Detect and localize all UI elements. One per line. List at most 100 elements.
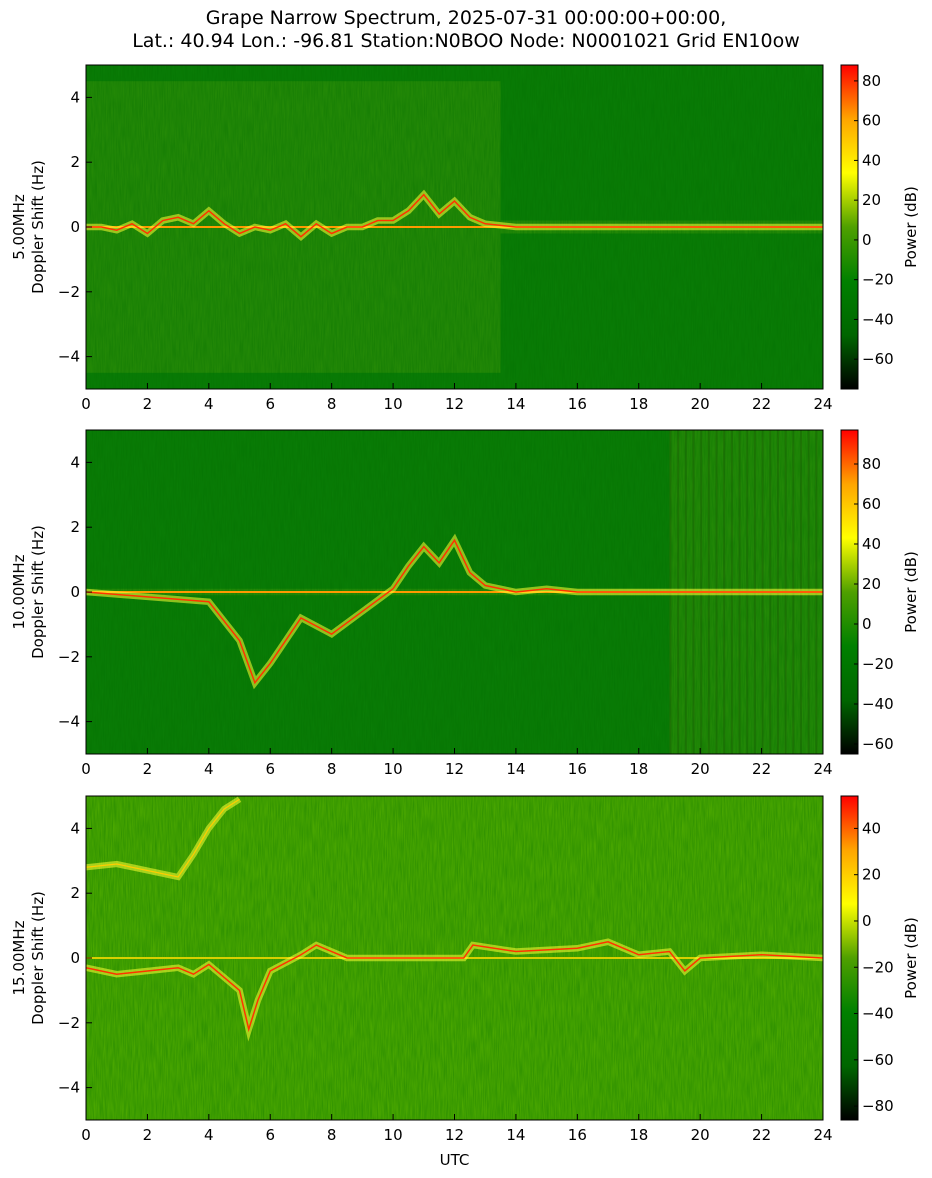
y-tick-label: −2 (58, 283, 80, 301)
colorbar-tick-label: −40 (862, 695, 894, 713)
colorbar-tick-label: −60 (862, 1051, 894, 1069)
x-tick-label: 6 (265, 760, 275, 778)
x-tick-label: 0 (81, 760, 91, 778)
x-tick-label: 16 (568, 1126, 587, 1144)
doppler-trace (85, 941, 824, 1033)
x-tick-label: 20 (691, 760, 710, 778)
x-tick-label: 20 (691, 395, 710, 413)
colorbar-tick-label: −20 (862, 958, 894, 976)
doppler-trace (86, 193, 823, 238)
x-tick-label: 10 (384, 760, 403, 778)
colorbar-tick-label: −40 (862, 310, 894, 328)
x-tick-label: 16 (568, 395, 587, 413)
y-tick-label: −2 (58, 648, 80, 666)
x-tick-label: 24 (813, 1126, 832, 1144)
x-tick-label: 18 (629, 395, 648, 413)
colorbar-tick-label: −60 (862, 735, 894, 753)
y-tick-label: 0 (70, 583, 80, 601)
colorbar-label: Power (dB) (902, 551, 920, 633)
band-label: 5.00MHz (10, 194, 28, 260)
colorbar-label: Power (dB) (902, 917, 920, 999)
colorbar-tick-label: −20 (862, 271, 894, 289)
y-tick-label: 0 (70, 949, 80, 967)
x-tick-label: 2 (143, 760, 153, 778)
x-tick-label: 10 (384, 1126, 403, 1144)
doppler-trace (85, 538, 823, 685)
colorbar-tick-label: 80 (862, 455, 881, 473)
y-tick-label: 2 (70, 153, 80, 171)
x-tick-label: 4 (204, 1126, 214, 1144)
colorbar-tick-label: 0 (862, 231, 872, 249)
colorbar-tick-label: 60 (862, 495, 881, 513)
colorbar-tick-label: 20 (862, 575, 881, 593)
x-tick-label: 8 (327, 1126, 337, 1144)
x-tick-label: 2 (143, 395, 153, 413)
figure-title-line-2: Lat.: 40.94 Lon.: -96.81 Station:N0BOO N… (132, 30, 800, 52)
x-tick-label: 14 (506, 395, 525, 413)
x-tick-label: 16 (568, 760, 587, 778)
figure-title-line-1: Grape Narrow Spectrum, 2025-07-31 00:00:… (205, 7, 727, 29)
x-tick-label: 20 (691, 1126, 710, 1144)
y-tick-label: 2 (70, 884, 80, 902)
x-tick-label: 10 (384, 395, 403, 413)
y-axis-label: Doppler Shift (Hz) (29, 160, 47, 294)
x-tick-label: 24 (813, 395, 832, 413)
x-tick-label: 6 (265, 1126, 275, 1144)
colorbar-tick-label: 20 (862, 866, 881, 884)
colorbar-tick-label: 40 (862, 535, 881, 553)
x-tick-label: 22 (752, 395, 771, 413)
colorbar-label: Power (dB) (902, 186, 920, 268)
x-tick-label: 14 (506, 760, 525, 778)
x-tick-label: 22 (752, 760, 771, 778)
colorbar (840, 64, 859, 390)
y-axis-label: Doppler Shift (Hz) (29, 891, 47, 1025)
x-tick-label: 22 (752, 1126, 771, 1144)
x-tick-label: 12 (445, 760, 464, 778)
colorbar-tick-label: −80 (862, 1097, 894, 1115)
colorbar-tick-label: 40 (862, 151, 881, 169)
secondary-doppler-trace (85, 798, 240, 878)
colorbar (840, 795, 859, 1121)
x-axis-label: UTC (440, 1151, 470, 1169)
colorbar-tick-label: −40 (862, 1005, 894, 1023)
x-tick-label: 8 (327, 760, 337, 778)
y-tick-label: 2 (70, 518, 80, 536)
y-tick-label: 4 (70, 453, 80, 471)
x-tick-label: 6 (265, 395, 275, 413)
x-tick-label: 18 (629, 1126, 648, 1144)
x-tick-label: 12 (445, 395, 464, 413)
y-tick-label: −2 (58, 1014, 80, 1032)
x-tick-label: 0 (81, 395, 91, 413)
y-tick-label: −4 (58, 713, 80, 731)
colorbar-tick-label: 20 (862, 191, 881, 209)
y-tick-label: 4 (70, 819, 80, 837)
colorbar-tick-label: −60 (862, 350, 894, 368)
x-tick-label: 2 (143, 1126, 153, 1144)
band-label: 15.00MHz (10, 920, 28, 995)
y-tick-label: 0 (70, 218, 80, 236)
colorbar-tick-label: 80 (862, 72, 881, 90)
y-tick-label: −4 (58, 348, 80, 366)
x-tick-label: 0 (81, 1126, 91, 1144)
x-tick-label: 4 (204, 395, 214, 413)
colorbar-tick-label: 40 (862, 819, 881, 837)
x-tick-label: 18 (629, 760, 648, 778)
y-tick-label: −4 (58, 1079, 80, 1097)
colorbar-tick-label: 0 (862, 615, 872, 633)
x-tick-label: 8 (327, 395, 337, 413)
y-tick-label: 4 (70, 88, 80, 106)
colorbar-tick-label: 60 (862, 112, 881, 130)
x-tick-label: 12 (445, 1126, 464, 1144)
colorbar-tick-label: −20 (862, 655, 894, 673)
x-tick-label: 4 (204, 760, 214, 778)
x-tick-label: 14 (506, 1126, 525, 1144)
colorbar (840, 429, 859, 755)
colorbar-tick-label: 0 (862, 912, 872, 930)
x-tick-label: 24 (813, 760, 832, 778)
band-label: 10.00MHz (10, 554, 28, 629)
